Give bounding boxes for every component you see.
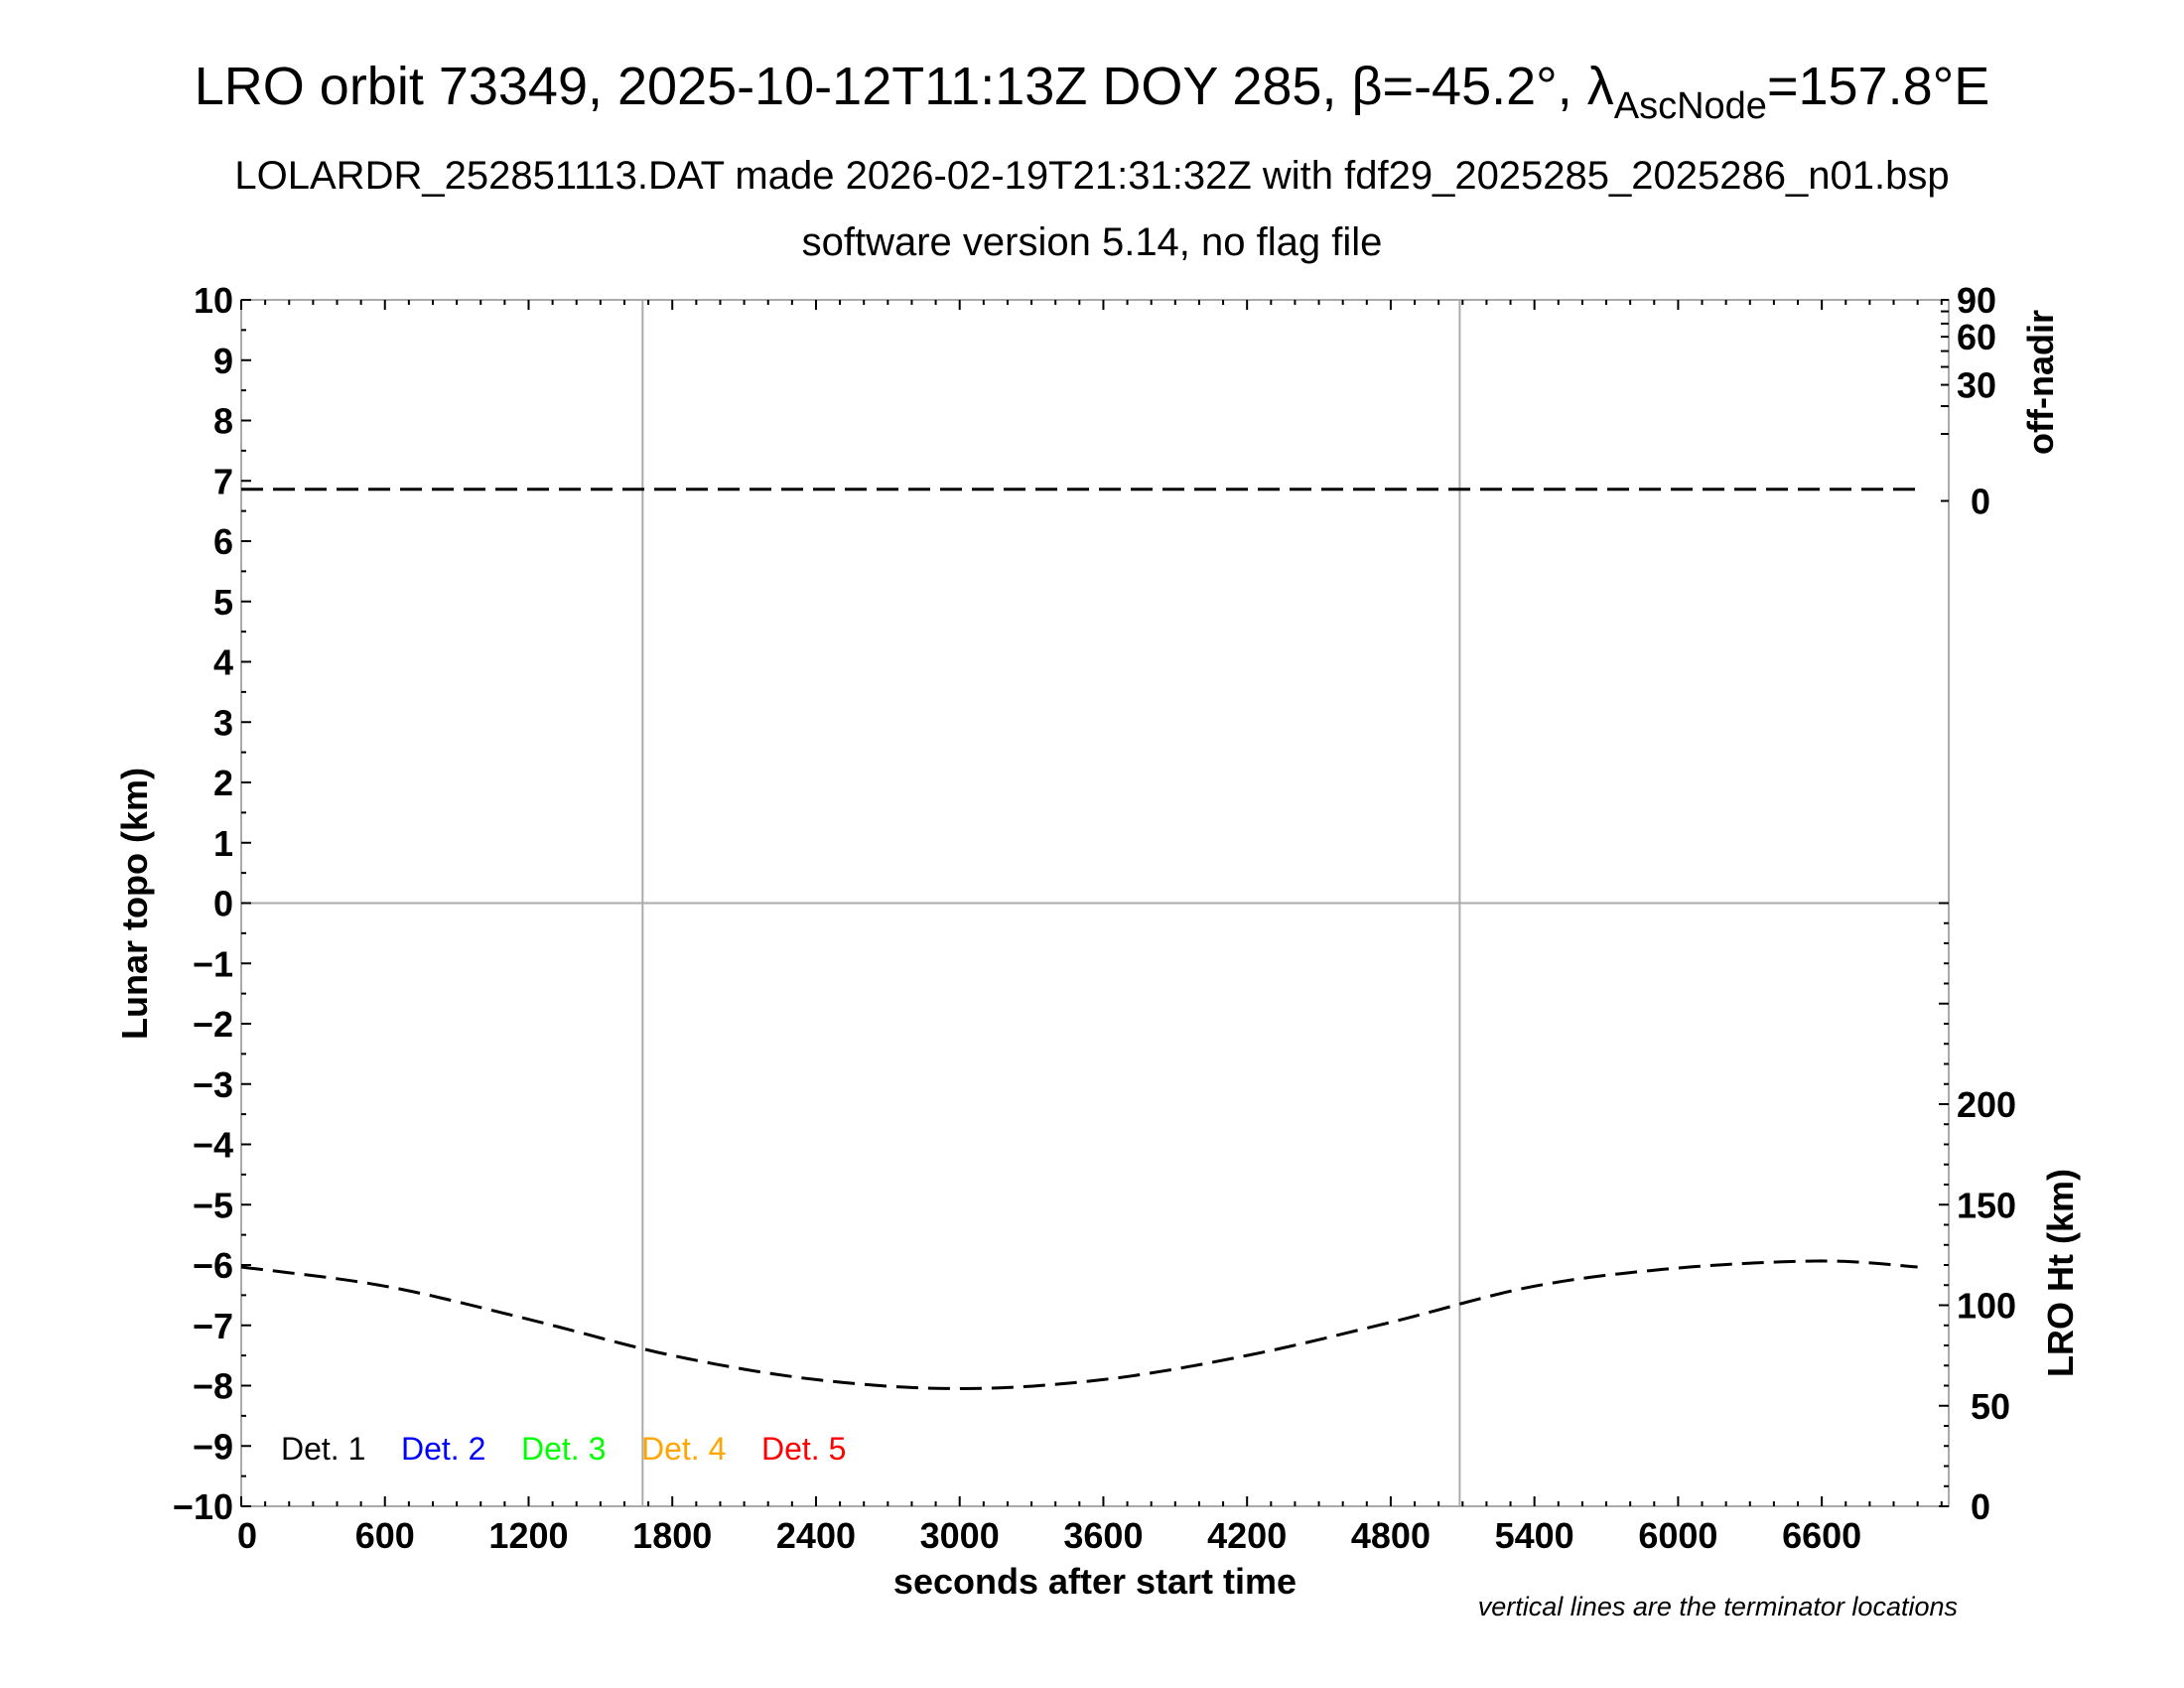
x-tick-label: 2400 (776, 1515, 856, 1556)
off-nadir-tick-label: 60 (1957, 317, 1996, 357)
x-tick-label: 600 (355, 1515, 415, 1556)
legend-item: Det. 3 (521, 1431, 606, 1467)
y-tick-label: 9 (213, 341, 233, 381)
y-tick-label: 5 (213, 582, 233, 623)
height-tick-label: 150 (1957, 1185, 2016, 1225)
y-tick-label: 8 (213, 401, 233, 442)
height-tick-label: 100 (1957, 1286, 2016, 1327)
y-tick-label: −10 (173, 1486, 233, 1527)
y-tick-label: 2 (213, 763, 233, 803)
x-tick-label: 6600 (1782, 1515, 1861, 1556)
y-tick-label: 3 (213, 702, 233, 743)
y-axis-label: Lunar topo (km) (114, 768, 155, 1040)
legend-item: Det. 1 (281, 1431, 365, 1467)
x-tick-label: 1200 (488, 1515, 568, 1556)
off-nadir-tick-label: 90 (1957, 280, 1996, 321)
y-tick-label: −2 (193, 1004, 233, 1045)
y-tick-label: −7 (193, 1306, 233, 1346)
y-tick-label: 4 (213, 642, 233, 683)
y-tick-label: −4 (193, 1125, 233, 1166)
x-tick-label: 5400 (1495, 1515, 1574, 1556)
off-nadir-axis-label: off-nadir (2020, 310, 2061, 455)
chart-subtitle-2: software version 5.14, no flag file (802, 220, 1383, 264)
chart-subtitle-1: LOLARDR_252851113.DAT made 2026-02-19T21… (234, 154, 1949, 198)
y-tick-label: 6 (213, 521, 233, 562)
off-nadir-tick-label: 30 (1957, 365, 1996, 406)
x-tick-label: 6000 (1638, 1515, 1717, 1556)
y-tick-label: 1 (213, 823, 233, 864)
y-tick-label: −6 (193, 1245, 233, 1286)
x-tick-label: 3000 (920, 1515, 1000, 1556)
lro-height-axis-label: LRO Ht (km) (2040, 1169, 2081, 1377)
y-tick-label: −1 (193, 943, 233, 984)
legend-item: Det. 2 (401, 1431, 485, 1467)
x-tick-label: 0 (237, 1515, 257, 1556)
legend-item: Det. 5 (761, 1431, 846, 1467)
terminator-note: vertical lines are the terminator locati… (1478, 1592, 1958, 1621)
x-tick-label: 3600 (1063, 1515, 1143, 1556)
height-tick-label: 50 (1971, 1386, 2010, 1427)
height-tick-label: 0 (1971, 1486, 1990, 1527)
y-tick-label: 10 (194, 280, 233, 321)
y-tick-label: −5 (193, 1185, 233, 1225)
y-tick-label: 0 (213, 884, 233, 924)
legend-item: Det. 4 (641, 1431, 726, 1467)
y-tick-label: 7 (213, 461, 233, 501)
chart-title: LRO orbit 73349, 2025-10-12T11:13Z DOY 2… (195, 57, 1989, 127)
x-tick-label: 1800 (632, 1515, 712, 1556)
off-nadir-tick-label: 0 (1971, 481, 1990, 521)
x-tick-label: 4200 (1207, 1515, 1287, 1556)
x-tick-label: 4800 (1351, 1515, 1431, 1556)
y-tick-label: −9 (193, 1426, 233, 1467)
height-tick-label: 200 (1957, 1084, 2016, 1125)
y-tick-label: −8 (193, 1366, 233, 1407)
y-tick-label: −3 (193, 1064, 233, 1105)
lro-height-line (240, 1259, 1918, 1391)
x-axis-label: seconds after start time (893, 1561, 1297, 1602)
